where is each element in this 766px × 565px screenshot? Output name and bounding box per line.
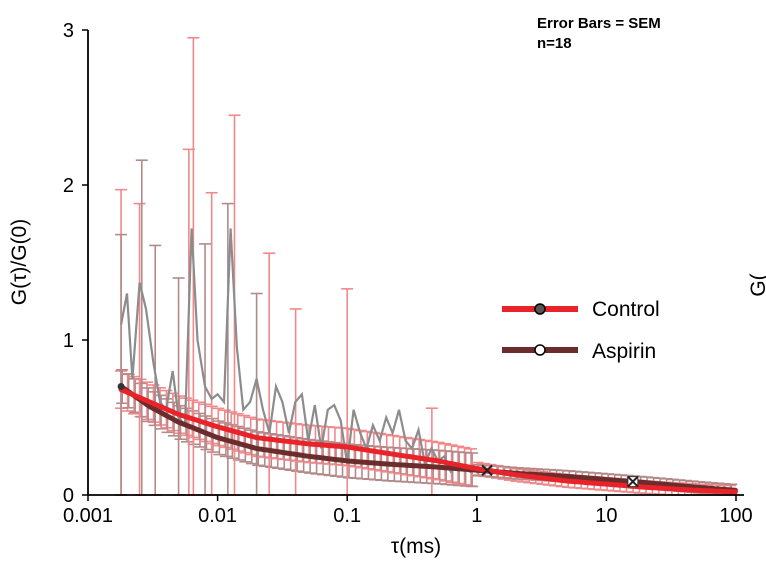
legend-entry-aspirin: Aspirin [502,340,656,363]
start-marker-aspirin [117,383,125,390]
x-axis-label: τ(ms) [391,535,441,558]
fit-marker-aspirin [627,475,639,488]
fit-line-aspirin [118,384,738,493]
legend: Control Aspirin [502,298,660,363]
x-tick-label: 10 [595,505,617,527]
fit-markers [117,383,639,488]
x-tick-label: 0.1 [333,505,361,527]
fit-marker-control [481,464,493,476]
x-tick-label: 100 [719,505,752,527]
y-axis-label: G(τ)/G(0) [8,219,31,305]
annotation-n: n=18 [537,35,572,52]
legend-marker-control [534,303,546,315]
x-ticks: 0.001 0.01 0.1 1 10 100 [63,495,753,527]
annotation-error-bars: Error Bars = SEM [537,15,661,32]
x-tick-label: 0.01 [198,505,237,527]
y-tick-label: 1 [63,330,74,352]
x-tick-label: 0.001 [63,505,113,527]
x-tick-label: 1 [471,505,482,527]
y-tick-label: 2 [63,175,74,197]
legend-label-control: Control [592,298,660,321]
y-ticks: 0 1 2 3 [63,20,88,507]
clipped-edge-text: G( [747,273,766,296]
raw-line-control [120,228,478,474]
y-tick-label: 3 [63,20,74,42]
axes: 0.001 0.01 0.1 1 10 100 0 1 2 3 [63,20,753,527]
raw-data-lines [120,228,478,474]
legend-marker-aspirin [534,344,546,356]
legend-label-aspirin: Aspirin [592,340,656,363]
y-tick-label: 0 [63,485,74,507]
legend-entry-control: Control [502,298,660,321]
plot-area [115,36,738,496]
